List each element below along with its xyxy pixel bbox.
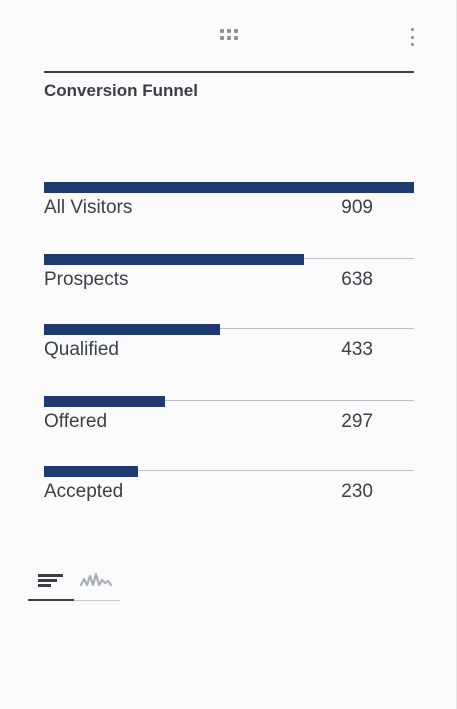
stage-bar xyxy=(44,324,220,335)
stage-value: 433 xyxy=(341,339,373,360)
title-divider xyxy=(44,71,414,73)
stage-bar xyxy=(44,254,304,265)
more-options-icon[interactable] xyxy=(406,28,418,46)
drag-handle-icon[interactable] xyxy=(220,29,238,41)
stage-bar xyxy=(44,182,414,193)
view-tabs xyxy=(28,568,120,602)
tab-sparkline[interactable] xyxy=(74,568,120,600)
widget-title: Conversion Funnel xyxy=(44,81,198,100)
stage-value: 230 xyxy=(341,481,373,502)
bar-chart-icon xyxy=(38,574,63,587)
stage-value: 297 xyxy=(341,411,373,432)
stage-label: Offered xyxy=(44,411,108,432)
stage-value: 909 xyxy=(341,197,373,218)
active-tab-indicator xyxy=(28,599,74,601)
stage-label: Accepted xyxy=(44,481,124,502)
tabs-baseline xyxy=(28,600,120,601)
tab-bar-chart[interactable] xyxy=(28,568,74,600)
stage-label: All Visitors xyxy=(44,197,133,218)
stage-label: Qualified xyxy=(44,339,119,360)
stage-label: Prospects xyxy=(44,269,129,290)
stage-bar xyxy=(44,466,138,477)
funnel-stage: All Visitors 909 xyxy=(44,182,414,222)
funnel-stage: Prospects 638 xyxy=(44,254,414,294)
stage-bar xyxy=(44,396,165,407)
stage-track xyxy=(44,400,414,401)
funnel-stage: Qualified 433 xyxy=(44,324,414,364)
stage-value: 638 xyxy=(341,269,373,290)
sparkline-icon xyxy=(79,572,113,587)
stage-track xyxy=(44,470,414,471)
funnel-stage: Offered 297 xyxy=(44,396,414,436)
funnel-stage: Accepted 230 xyxy=(44,466,414,506)
stage-track xyxy=(44,328,414,329)
